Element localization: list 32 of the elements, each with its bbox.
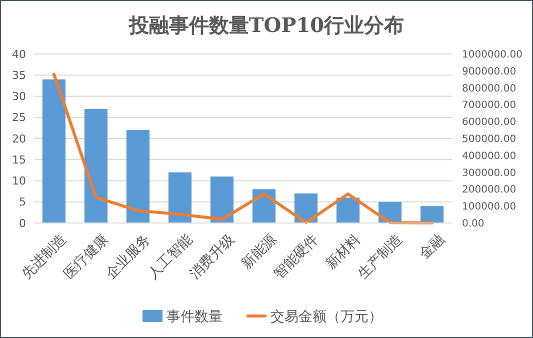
bar — [168, 172, 192, 223]
y2-tick-label: 300000.00 — [462, 168, 516, 179]
y2-tick-label: 900000.00 — [462, 66, 516, 78]
y2-tick-label: 0.00 — [462, 218, 484, 230]
bar — [42, 79, 66, 223]
chart-title: 投融事件数量TOP10行业分布 — [128, 13, 404, 37]
y-tick-label: 40 — [12, 48, 26, 61]
y-tick-label: 20 — [12, 132, 26, 146]
bar — [336, 198, 360, 223]
legend-label: 事件数量 — [166, 308, 222, 325]
y-tick-label: 5 — [19, 196, 26, 209]
y2-tick-label: 800000.00 — [462, 83, 516, 94]
y-tick-label: 0 — [19, 216, 26, 230]
y2-tick-label: 1000000.00 — [462, 50, 522, 60]
line-series — [52, 72, 434, 224]
y-tick-label: 35 — [12, 68, 26, 82]
y2-tick-label: 700000.00 — [462, 100, 516, 112]
bar — [126, 130, 150, 223]
y2-tick-label: 500000.00 — [462, 134, 516, 145]
y-tick-label: 15 — [12, 153, 26, 166]
y2-tick-label: 200000.00 — [462, 184, 516, 196]
y-tick-label: 30 — [12, 90, 26, 104]
bar — [210, 176, 234, 223]
y2-tick-label: 400000.00 — [462, 150, 516, 162]
bar — [84, 108, 108, 223]
x-tick-label: 金融 — [416, 231, 448, 263]
y-tick-label: 10 — [12, 174, 26, 188]
legend-label: 交易金额（万元） — [270, 308, 382, 325]
bar — [420, 206, 444, 223]
y2-tick-label: 600000.00 — [462, 117, 516, 128]
y2-tick-label: 100000.00 — [462, 202, 516, 213]
y-tick-label: 25 — [12, 111, 26, 124]
